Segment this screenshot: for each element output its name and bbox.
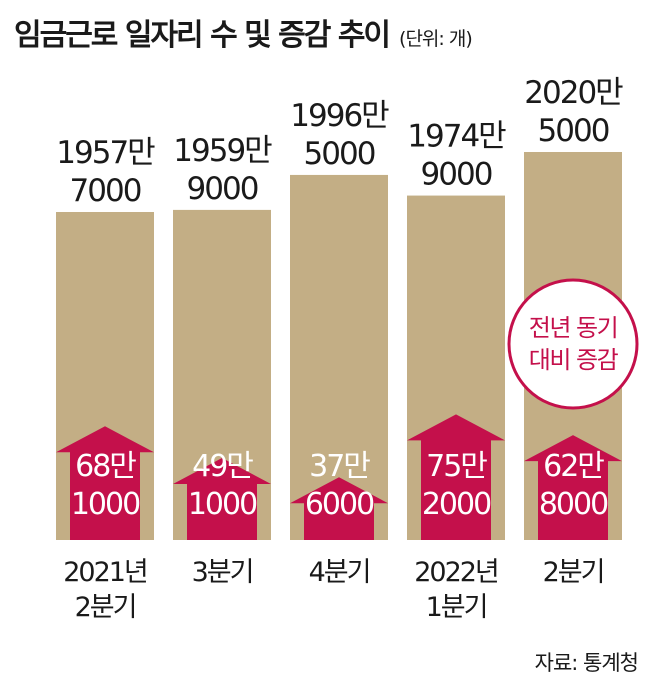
increase-value-line: 6000: [305, 487, 374, 522]
chart-title: 임금근로 일자리 수 및 증감 추이: [14, 18, 391, 53]
x-tick-line: 2분기: [543, 557, 604, 588]
x-tick-line: 4분기: [309, 557, 370, 588]
annotation-circle: [507, 278, 639, 410]
x-tick-label: 2022년 1분기: [414, 557, 498, 623]
increase-arrow-1: [56, 426, 154, 540]
increase-value-label: 68만 1000: [71, 449, 140, 522]
bar-value-label: 1959만 9000: [173, 133, 272, 207]
x-tick-label: 4분기: [309, 557, 370, 588]
increase-value-line: 68만: [75, 449, 136, 484]
bar-value-line: 5000: [304, 136, 375, 172]
x-tick-line: 1분기: [426, 592, 487, 623]
increase-arrow-5: [524, 435, 622, 540]
increase-value-line: 8000: [539, 487, 608, 522]
increase-value-line: 62만: [543, 449, 604, 484]
title-row: 임금근로 일자리 수 및 증감 추이 (단위: 개): [14, 10, 473, 54]
bar-value-line: 7000: [70, 173, 141, 209]
bar-value-line: 2020만: [524, 75, 623, 111]
source-note: 자료: 통계청: [534, 651, 639, 675]
increase-value-line: 1000: [71, 487, 140, 522]
bar-value-label: 1974만 9000: [407, 119, 506, 193]
x-tick-label: 3분기: [192, 557, 253, 588]
bar-value-line: 1957만: [56, 135, 155, 171]
bar-value-line: 1996만: [290, 98, 389, 134]
increase-arrow-3: [290, 477, 388, 540]
x-tick-line: 2021년: [63, 557, 147, 588]
increase-value-line: 75만: [426, 449, 487, 484]
x-tick-line: 2022년: [414, 557, 498, 588]
bar-value-label: 1957만 7000: [56, 135, 155, 209]
x-tick-line: 2분기: [75, 592, 136, 623]
bar-value-line: 1974만: [407, 119, 506, 155]
x-tick-label: 2021년 2분기: [63, 557, 147, 623]
increase-value-label: 37만 6000: [305, 449, 374, 522]
increase-value-line: 49만: [192, 449, 253, 484]
increase-value-line: 37만: [309, 449, 370, 484]
increase-value-line: 2000: [422, 487, 491, 522]
increase-arrow-2: [173, 458, 271, 540]
increase-value-label: 49만 1000: [188, 449, 257, 522]
increase-value-label: 62만 8000: [539, 449, 608, 522]
increase-value-label: 75만 2000: [422, 449, 491, 522]
bar-value-line: 9000: [187, 171, 258, 207]
bar-value-line: 9000: [421, 157, 492, 193]
unit-label: (단위: 개): [399, 28, 473, 50]
annotation-line: 전년 동기: [529, 314, 617, 342]
annotation-line: 대비 증감: [529, 346, 619, 374]
bar-value-line: 5000: [538, 113, 609, 149]
bar-value-label: 1996만 5000: [290, 98, 389, 172]
x-tick-line: 3분기: [192, 557, 253, 588]
increase-arrow-4: [407, 414, 505, 540]
x-tick-label: 2분기: [543, 557, 604, 588]
bar-value-line: 1959만: [173, 133, 272, 169]
increase-value-line: 1000: [188, 487, 257, 522]
bar-value-label: 2020만 5000: [524, 75, 623, 149]
